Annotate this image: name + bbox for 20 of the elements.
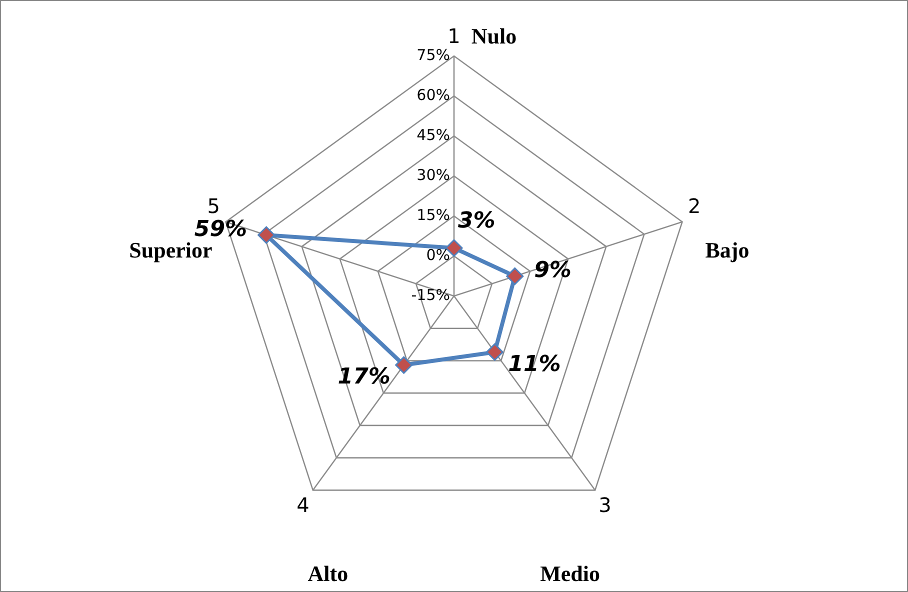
y-tick-label: 0%: [426, 246, 450, 264]
y-tick-label: 75%: [416, 46, 450, 64]
spoke-label: 3: [598, 493, 612, 518]
text: Medio: [540, 560, 600, 586]
text: Nulo: [471, 24, 517, 49]
y-tick-label: -15%: [411, 286, 450, 304]
spoke-label: 1: [448, 24, 460, 48]
text: Alto: [308, 560, 348, 586]
data-label: 17%: [338, 364, 390, 390]
text: Bajo: [705, 238, 750, 263]
y-tick-label: 30%: [416, 166, 450, 184]
data-label: 3%: [458, 208, 496, 234]
spoke-label: 2: [688, 194, 701, 218]
y-tick-label: 45%: [416, 126, 450, 144]
data-label: 11%: [508, 352, 561, 377]
data-label: 9%: [534, 258, 572, 283]
spoke-label: 5: [207, 194, 220, 218]
spoke-label: 4: [296, 493, 310, 518]
y-tick-label: 15%: [416, 206, 450, 224]
y-tick-label: 60%: [416, 86, 450, 104]
